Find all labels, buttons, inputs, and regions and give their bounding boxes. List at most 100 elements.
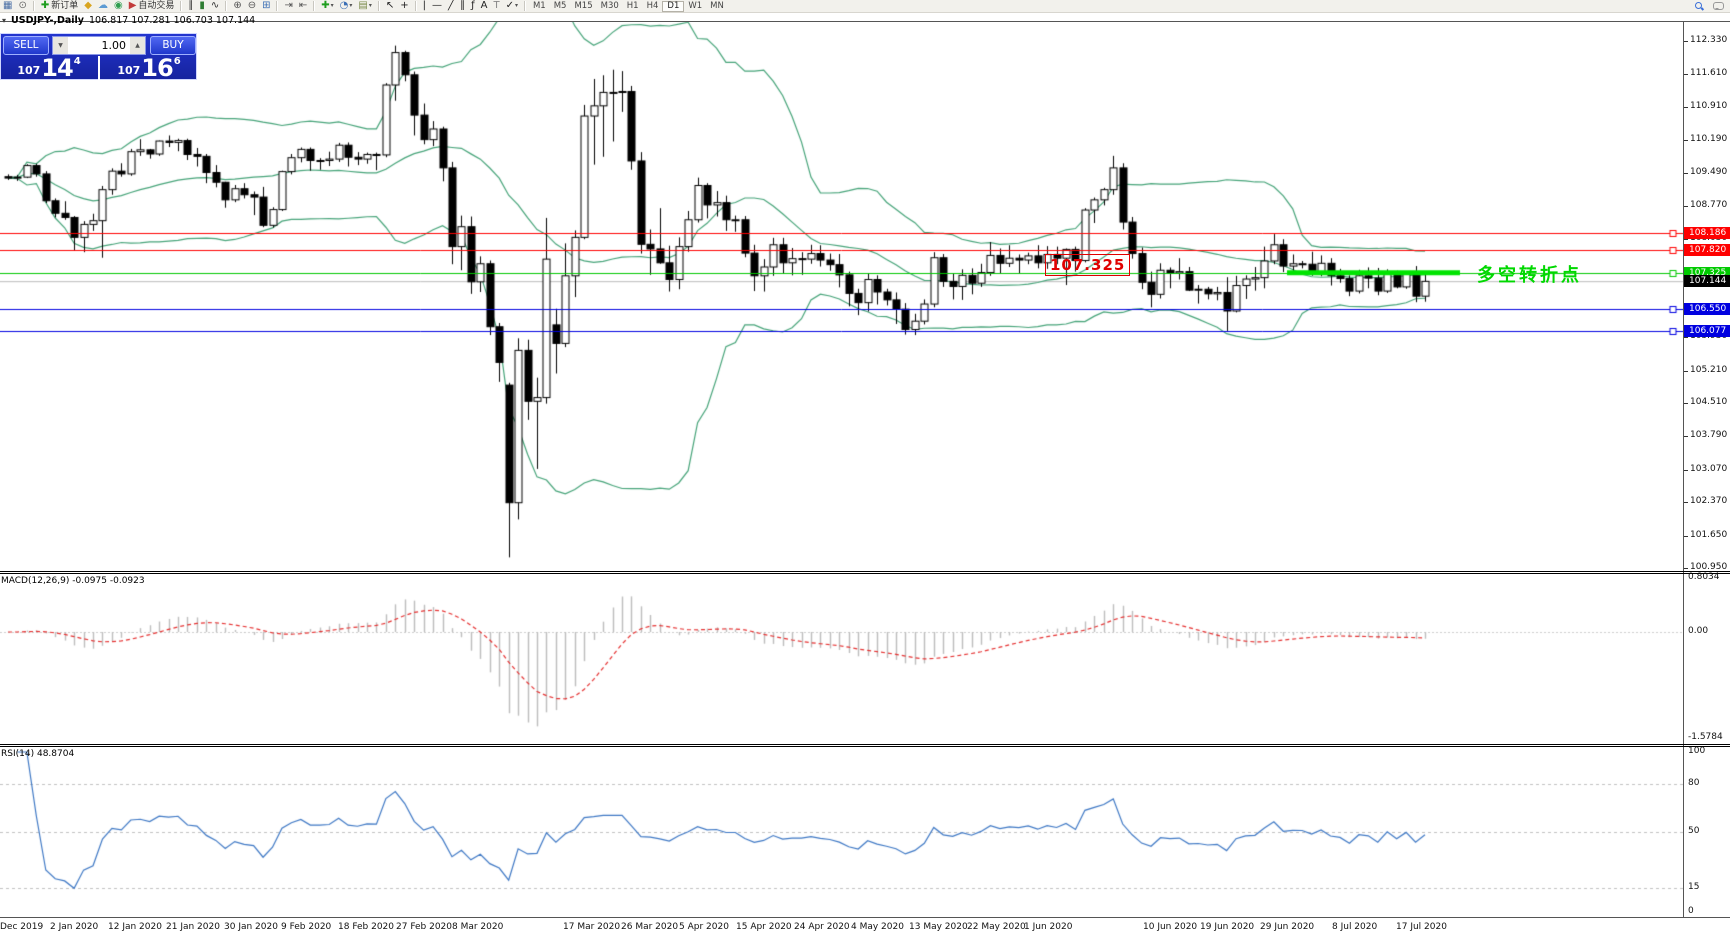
- vertical-line-icon[interactable]: |: [420, 0, 429, 12]
- candles-chart-type-icon[interactable]: ▮: [196, 0, 208, 12]
- volume-decrease-button[interactable]: ▼: [53, 37, 68, 54]
- rsi-axis-label: 15: [1688, 882, 1700, 892]
- buy-price-pip: 6: [173, 56, 181, 67]
- zoom-out-icon[interactable]: ⊖: [245, 0, 259, 12]
- toolbar-separator: [414, 1, 417, 11]
- rsi-axis-label: 50: [1688, 826, 1700, 836]
- toolbar-separator: [523, 1, 526, 11]
- buy-price-prefix: 107: [117, 64, 141, 77]
- signal-icon: ◉: [113, 0, 123, 11]
- auto-scroll-icon[interactable]: ⇥: [281, 0, 295, 12]
- candles-chart-type-icon: ▮: [199, 0, 205, 11]
- toolbar-items: ▦ ⊙ ✚ 新订单 ◆ ☁ ◉ ▶ 自动交易 ∥ ▮ ∿ ⊕ ⊖ ⊞ ⇥ ⇤ ✚ ▾ ◔ ▾ ▤ ▾ ↖ + | — ╱ ∥ ƒ A T ✓ ▾ M…: [0, 0, 728, 12]
- timeframe-button-mn[interactable]: MN: [710, 0, 724, 11]
- arrows-icon[interactable]: ✓ ▾: [503, 0, 521, 12]
- time-axis-label: 30 Jan 2020: [224, 922, 278, 932]
- timeframe-button-m5[interactable]: M5: [553, 0, 567, 11]
- time-axis-label: 8 Jul 2020: [1332, 922, 1378, 932]
- arrows-icon-dropdown[interactable]: ▾: [514, 2, 518, 9]
- chart-window-icon[interactable]: ▦: [0, 0, 15, 12]
- price-level-badge: 106.077: [1684, 325, 1730, 337]
- turning-point-annotation[interactable]: 多空转折点: [1477, 265, 1582, 286]
- rsi-separator-top[interactable]: [0, 744, 1730, 745]
- sell-price[interactable]: 107 14 4: [1, 56, 97, 80]
- templates-icon[interactable]: ▤ ▾: [355, 0, 374, 12]
- crosshair-icon[interactable]: +: [397, 0, 411, 12]
- time-axis-label: 15 Apr 2020: [736, 922, 792, 932]
- rsi-indicator-panel[interactable]: [0, 747, 1683, 917]
- search-icon[interactable]: [1695, 2, 1705, 11]
- indicators-icon[interactable]: ✚ ▾: [318, 0, 336, 12]
- signal-icon[interactable]: ◉: [111, 0, 126, 12]
- price-tick: [1684, 371, 1688, 372]
- channel-icon[interactable]: ∥: [457, 0, 468, 12]
- top-toolbar: ▦ ⊙ ✚ 新订单 ◆ ☁ ◉ ▶ 自动交易 ∥ ▮ ∿ ⊕ ⊖ ⊞ ⇥ ⇤ ✚ ▾ ◔ ▾ ▤ ▾ ↖ + | — ╱ ∥ ƒ A T ✓ ▾ M…: [0, 0, 1730, 13]
- timeframe-button-h1[interactable]: H1: [626, 0, 639, 11]
- templates-icon: ▤: [358, 0, 368, 11]
- volume-input[interactable]: [68, 37, 130, 54]
- time-axis-label: 19 Jun 2020: [1200, 922, 1255, 932]
- line-chart-type-icon[interactable]: ∿: [208, 0, 222, 12]
- chart-title-row: ▾ USDJPY-,Daily 106.817 107.281 106.703 …: [2, 13, 255, 27]
- cloud-icon: ☁: [97, 0, 108, 11]
- buy-price[interactable]: 107 16 6: [101, 56, 197, 80]
- chat-icon[interactable]: [1713, 2, 1724, 10]
- fibonacci-icon[interactable]: ƒ: [468, 0, 478, 12]
- deposit-icon[interactable]: ◆: [81, 0, 95, 12]
- macd-separator-bottom[interactable]: [0, 573, 1730, 574]
- timeframe-button-d1[interactable]: D1: [662, 0, 685, 12]
- macd-separator-top[interactable]: [0, 571, 1730, 572]
- timeframe-button-h4[interactable]: H4: [646, 0, 659, 11]
- zoom-in-icon[interactable]: ⊕: [230, 0, 244, 12]
- macd-indicator-panel[interactable]: [0, 574, 1683, 744]
- price-tick-label: 104.510: [1690, 397, 1728, 407]
- toolbar-separator: [180, 1, 183, 11]
- sell-button[interactable]: SELL: [3, 36, 49, 55]
- chart-shift-icon[interactable]: ⇤: [296, 0, 310, 12]
- bars-chart-type-icon[interactable]: ∥: [185, 0, 196, 12]
- cloud-icon[interactable]: ☁: [95, 0, 111, 12]
- price-tick: [1684, 41, 1688, 42]
- price-level-badge: 107.820: [1684, 244, 1730, 256]
- crosshair-icon: +: [400, 0, 409, 11]
- price-annotation-107325[interactable]: 107.325: [1045, 254, 1131, 276]
- trendline-icon[interactable]: ╱: [445, 0, 457, 12]
- new-order-icon: ✚: [40, 0, 50, 11]
- price-tick: [1684, 140, 1688, 141]
- periods-icon-dropdown[interactable]: ▾: [349, 2, 353, 9]
- toolbar-separator: [225, 1, 228, 11]
- price-tick-label: 109.490: [1690, 167, 1728, 177]
- autotrade-icon[interactable]: ▶ 自动交易: [126, 0, 178, 12]
- time-axis-label: 13 May 2020: [909, 922, 968, 932]
- price-tick-label: 112.330: [1690, 35, 1728, 45]
- timeframe-button-m30[interactable]: M30: [600, 0, 619, 11]
- timeframe-button-m15[interactable]: M15: [574, 0, 593, 11]
- horizontal-line-icon[interactable]: —: [429, 0, 445, 12]
- time-axis-label: 8 Mar 2020: [452, 922, 504, 932]
- time-axis-border: [0, 917, 1730, 918]
- cursor-icon[interactable]: ↖: [383, 0, 397, 12]
- indicators-icon-dropdown[interactable]: ▾: [330, 2, 334, 9]
- volume-increase-button[interactable]: ▲: [130, 37, 145, 54]
- periods-icon[interactable]: ◔ ▾: [337, 0, 356, 12]
- text-icon[interactable]: A: [478, 0, 491, 12]
- timeframe-button-w1[interactable]: W1: [688, 0, 703, 11]
- tile-windows-icon[interactable]: ⊞: [259, 0, 273, 12]
- preview-icon[interactable]: ⊙: [15, 0, 29, 12]
- templates-icon-dropdown[interactable]: ▾: [368, 2, 372, 9]
- new-order-icon[interactable]: ✚ 新订单: [38, 0, 81, 12]
- timeframe-button-m1[interactable]: M1: [532, 0, 546, 11]
- text-label-icon[interactable]: T: [490, 0, 502, 12]
- volume-stepper: ▼ ▲: [52, 36, 146, 55]
- autotrade-icon: ▶: [128, 0, 137, 11]
- buy-button[interactable]: BUY: [150, 36, 196, 55]
- trendline-icon: ╱: [448, 0, 455, 11]
- main-price-chart[interactable]: [0, 21, 1683, 571]
- new-order-icon-label: 新订单: [51, 1, 79, 11]
- price-level-badge: 108.186: [1684, 227, 1730, 239]
- preview-icon: ⊙: [18, 0, 27, 11]
- toolbar-separator: [32, 1, 35, 11]
- rsi-separator-bottom[interactable]: [0, 746, 1730, 747]
- chart-menu-icon[interactable]: ▾: [2, 15, 7, 25]
- price-tick-label: 111.610: [1690, 68, 1728, 78]
